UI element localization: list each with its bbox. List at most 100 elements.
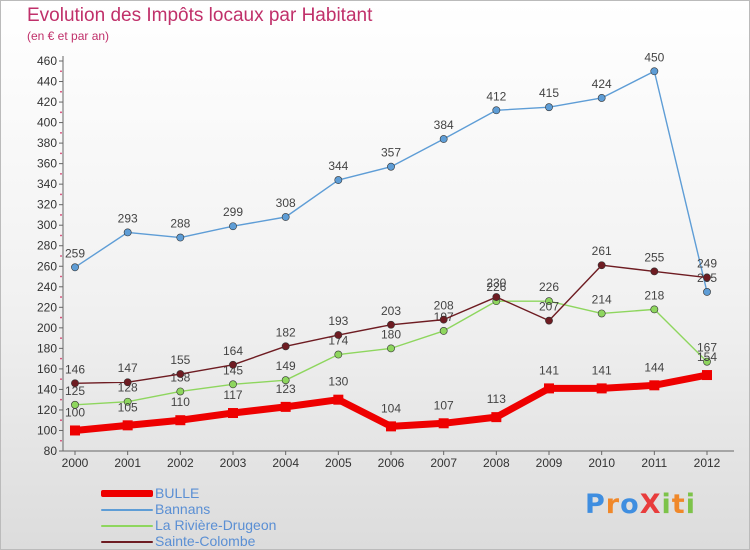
x-tick-label: 2008 — [483, 456, 510, 470]
data-label: 125 — [65, 384, 85, 398]
data-label: 113 — [487, 392, 506, 406]
x-tick-label: 2009 — [536, 456, 563, 470]
data-point — [492, 293, 501, 301]
y-tick-label: 120 — [37, 403, 57, 417]
data-point — [123, 397, 132, 406]
x-tick-label: 2000 — [62, 456, 89, 470]
data-label: 180 — [381, 327, 401, 341]
y-tick-label: 460 — [37, 54, 57, 68]
data-label: 299 — [223, 205, 243, 219]
data-point — [71, 263, 79, 272]
data-label: 141 — [592, 363, 612, 377]
y-minor-tick — [60, 111, 62, 114]
data-label: 182 — [276, 325, 296, 339]
data-point — [228, 408, 238, 419]
data-label: 208 — [434, 299, 454, 313]
y-tick-label: 220 — [37, 300, 57, 314]
data-point — [71, 379, 79, 388]
data-point — [122, 420, 133, 431]
x-tick-label: 2010 — [588, 456, 615, 470]
y-minor-tick — [60, 378, 62, 381]
data-label: 145 — [223, 363, 243, 377]
data-point — [649, 380, 660, 391]
data-point — [492, 106, 501, 115]
y-tick-label: 200 — [37, 321, 57, 335]
data-point — [281, 342, 290, 351]
x-tick-label: 2012 — [694, 456, 721, 470]
data-label: 155 — [170, 353, 190, 367]
y-minor-tick — [60, 439, 62, 442]
y-minor-tick — [60, 296, 62, 298]
y-minor-tick — [60, 131, 62, 134]
data-label: 203 — [381, 304, 401, 318]
data-label: 141 — [539, 363, 559, 377]
legend-swatch — [101, 509, 153, 511]
data-label: 230 — [486, 276, 506, 290]
x-tick-label: 2007 — [430, 456, 457, 470]
data-label: 100 — [65, 405, 85, 419]
logo-letter: X — [639, 489, 662, 520]
y-tick-label: 360 — [37, 157, 57, 171]
data-label: 123 — [276, 382, 296, 396]
data-label: 259 — [65, 246, 85, 260]
legend-swatch — [101, 490, 153, 497]
data-label: 255 — [644, 250, 664, 264]
logo-letter: P — [585, 489, 606, 520]
data-label: 214 — [592, 292, 612, 306]
y-tick-label: 380 — [37, 136, 57, 150]
y-minor-tick — [60, 316, 62, 319]
data-point — [596, 383, 607, 394]
data-point — [71, 400, 79, 409]
y-minor-tick — [60, 172, 62, 175]
data-point — [544, 383, 554, 394]
data-point — [702, 370, 712, 381]
data-label: 308 — [276, 196, 296, 210]
logo-letter: r — [605, 489, 621, 520]
data-label: 384 — [434, 118, 454, 132]
data-point — [597, 94, 606, 102]
data-point — [650, 267, 659, 276]
data-point — [281, 376, 290, 385]
x-tick-label: 2002 — [167, 456, 194, 470]
data-point — [176, 387, 185, 396]
legend-label: Sainte-Colombe — [155, 533, 256, 549]
x-tick-label: 2011 — [641, 456, 667, 470]
y-tick-label: 440 — [37, 75, 57, 89]
legend-label: BULLE — [155, 485, 200, 501]
data-point — [439, 135, 448, 143]
data-label: 147 — [118, 361, 138, 375]
data-label: 288 — [170, 217, 190, 231]
x-tick-label: 2003 — [220, 456, 247, 470]
data-label: 344 — [328, 159, 348, 173]
y-minor-tick — [60, 419, 62, 422]
data-point — [229, 360, 237, 369]
y-minor-tick — [60, 357, 62, 360]
data-point — [703, 273, 711, 282]
data-label: 226 — [539, 280, 559, 294]
data-point — [387, 320, 395, 329]
data-point — [175, 415, 186, 426]
data-label: 293 — [118, 211, 138, 225]
data-point — [280, 401, 291, 412]
y-minor-tick — [60, 275, 62, 278]
data-label: 164 — [223, 344, 243, 358]
data-point — [545, 316, 553, 325]
data-label: 107 — [434, 398, 454, 412]
data-point — [703, 288, 711, 296]
y-minor-tick — [60, 193, 62, 196]
data-label: 249 — [697, 257, 717, 271]
y-tick-label: 180 — [37, 341, 57, 355]
data-label: 415 — [539, 86, 559, 100]
data-point — [176, 233, 185, 242]
data-label: 117 — [223, 388, 242, 402]
data-point — [491, 412, 502, 423]
data-label: 167 — [697, 341, 717, 355]
y-minor-tick — [60, 255, 62, 257]
series-line-bannans — [74, 70, 708, 293]
data-label: 218 — [644, 288, 664, 302]
y-minor-tick — [60, 152, 62, 155]
y-tick-label: 340 — [37, 177, 57, 191]
chart-title: Evolution des Impôts locaux par Habitant — [27, 5, 373, 26]
